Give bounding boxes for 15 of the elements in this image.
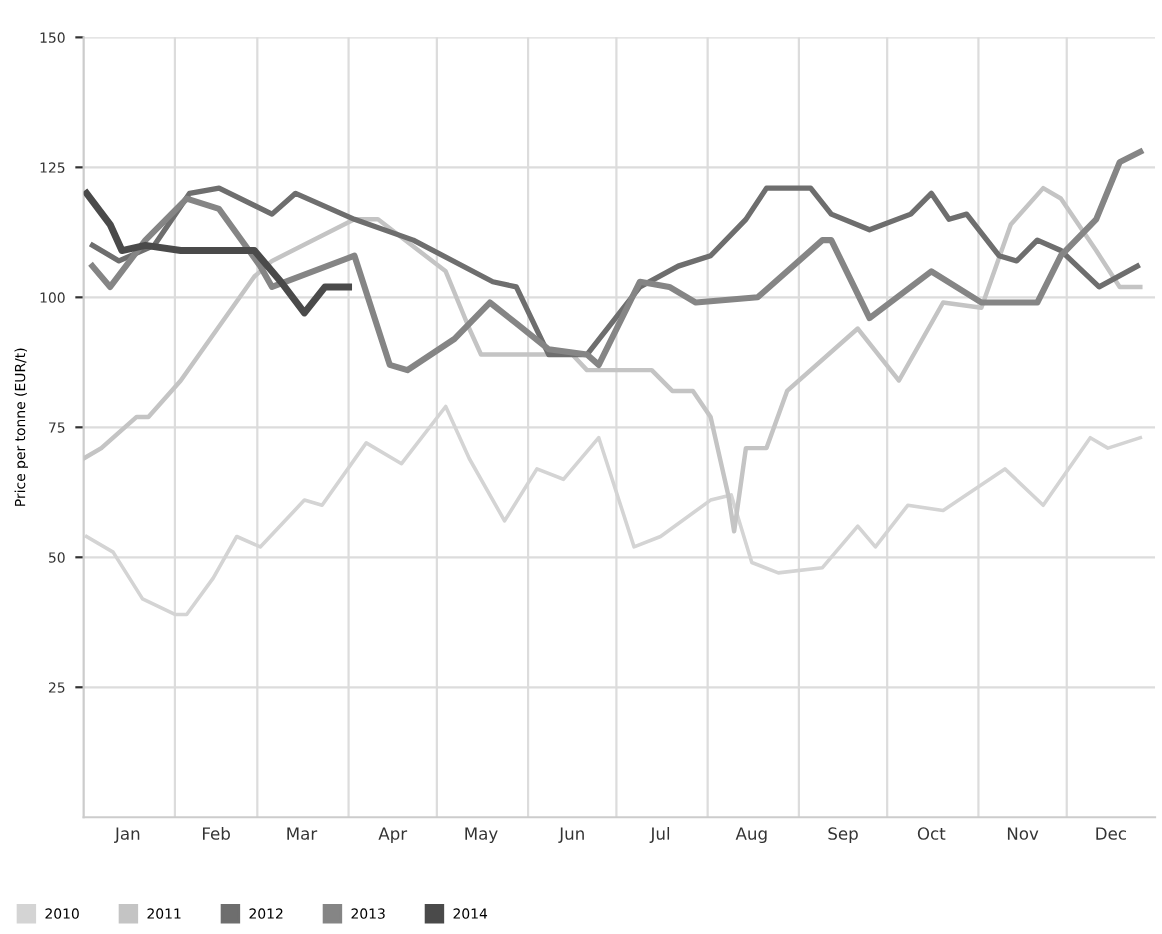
x-tick-label: Apr bbox=[378, 827, 408, 844]
x-tick-label: Jul bbox=[649, 826, 670, 843]
x-tick-label: Mar bbox=[287, 827, 318, 840]
x-tick-label: Sep bbox=[828, 827, 858, 844]
x-tick-label: Aug bbox=[735, 827, 767, 844]
x-tick-label: Feb bbox=[203, 826, 230, 840]
x-tick-label: Oct bbox=[917, 827, 946, 840]
line-series bbox=[89, 185, 1141, 358]
line-series bbox=[89, 148, 1144, 374]
x-tick-label: Dec bbox=[1096, 827, 1126, 840]
x-tick-label: Jan bbox=[114, 827, 140, 843]
x-tick-label: Nov bbox=[1007, 827, 1039, 840]
x-tick-label: May bbox=[465, 827, 498, 844]
x-tick-label: Jun bbox=[558, 827, 584, 843]
line-series bbox=[83, 189, 353, 317]
